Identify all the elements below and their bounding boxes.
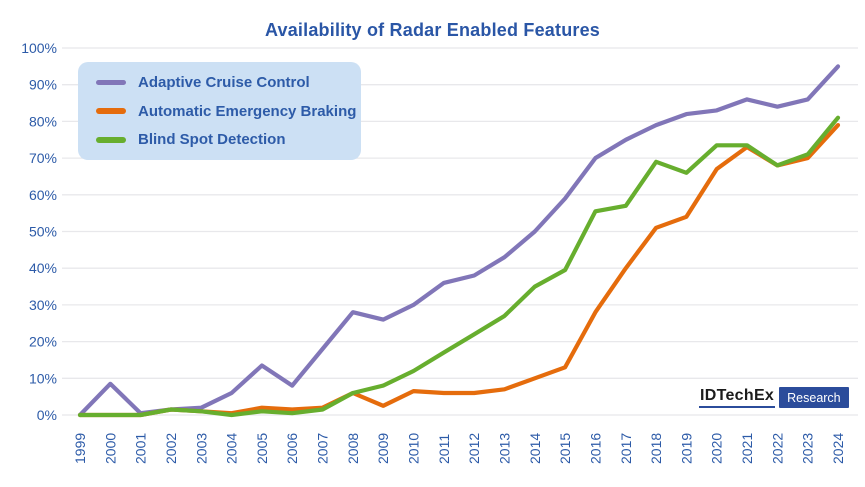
y-axis-labels: 0% 10% 20% 30% 40% 50% 60% 70% 80% 90% 100% (21, 40, 57, 423)
series-line-automatic-emergency-braking (77, 122, 841, 418)
x-tick-label: 2016 (587, 433, 603, 464)
x-tick-label: 2009 (375, 433, 391, 464)
legend-item-blind-spot-detection: Blind Spot Detection (96, 131, 361, 148)
x-tick-label: 2024 (830, 433, 846, 464)
y-tick-label: 90% (29, 77, 57, 93)
legend-label: Automatic Emergency Braking (138, 102, 357, 120)
x-tick-label: 2018 (648, 433, 664, 464)
y-tick-label: 70% (29, 150, 57, 166)
x-tick-label: 2011 (436, 434, 452, 464)
x-tick-label: 2001 (133, 433, 149, 464)
series-line-adaptive-cruise-control (77, 64, 841, 418)
x-tick-label: 2023 (800, 433, 816, 464)
legend-swatch-green (96, 137, 126, 143)
x-tick-label: 2014 (527, 433, 543, 464)
gridlines (62, 47, 858, 416)
x-tick-label: 2003 (193, 433, 209, 464)
x-tick-label: 1999 (72, 433, 88, 464)
legend-label: Blind Spot Detection (138, 131, 286, 149)
x-tick-label: 2020 (709, 433, 725, 464)
chart-legend: Adaptive Cruise Control Automatic Emerge… (78, 62, 361, 160)
x-tick-label: 2015 (557, 433, 573, 464)
x-tick-label: 2013 (496, 433, 512, 464)
series-line-blind-spot-detection (77, 115, 841, 418)
y-tick-label: 100% (21, 40, 57, 56)
series-lines (77, 64, 841, 418)
y-tick-label: 60% (29, 187, 57, 203)
y-tick-label: 20% (29, 334, 57, 350)
legend-swatch-orange (96, 108, 126, 114)
x-tick-label: 2019 (678, 433, 694, 464)
x-tick-label: 2012 (466, 433, 482, 464)
legend-item-automatic-emergency-braking: Automatic Emergency Braking (96, 103, 361, 120)
x-tick-label: 2010 (406, 433, 422, 464)
y-tick-label: 10% (29, 370, 57, 386)
x-tick-label: 2004 (224, 433, 240, 464)
legend-item-adaptive-cruise-control: Adaptive Cruise Control (96, 74, 361, 91)
y-tick-label: 30% (29, 297, 57, 313)
y-tick-label: 50% (29, 224, 57, 240)
chart-title: Availability of Radar Enabled Features (264, 20, 601, 40)
legend-label: Adaptive Cruise Control (138, 73, 310, 91)
y-tick-label: 40% (29, 260, 57, 276)
idtechex-logo: IDTechEx Research (699, 387, 849, 408)
x-tick-label: 2005 (254, 433, 270, 464)
x-tick-label: 2022 (769, 433, 785, 464)
x-tick-label: 2006 (284, 433, 300, 464)
x-axis-labels: 1999 2000 2001 2002 2003 2004 2005 2006 2007 2008… (72, 433, 846, 464)
legend-swatch-purple (96, 79, 126, 85)
x-tick-label: 2002 (163, 433, 179, 464)
y-tick-label: 80% (29, 113, 57, 129)
research-badge: Research (779, 387, 849, 408)
x-tick-label: 2021 (739, 433, 755, 464)
y-tick-label: 0% (37, 407, 57, 423)
idtechex-wordmark: IDTechEx (699, 387, 776, 408)
x-tick-label: 2017 (618, 433, 634, 464)
x-tick-label: 2008 (345, 433, 361, 464)
x-tick-label: 2007 (315, 433, 331, 464)
x-tick-label: 2000 (102, 433, 118, 464)
